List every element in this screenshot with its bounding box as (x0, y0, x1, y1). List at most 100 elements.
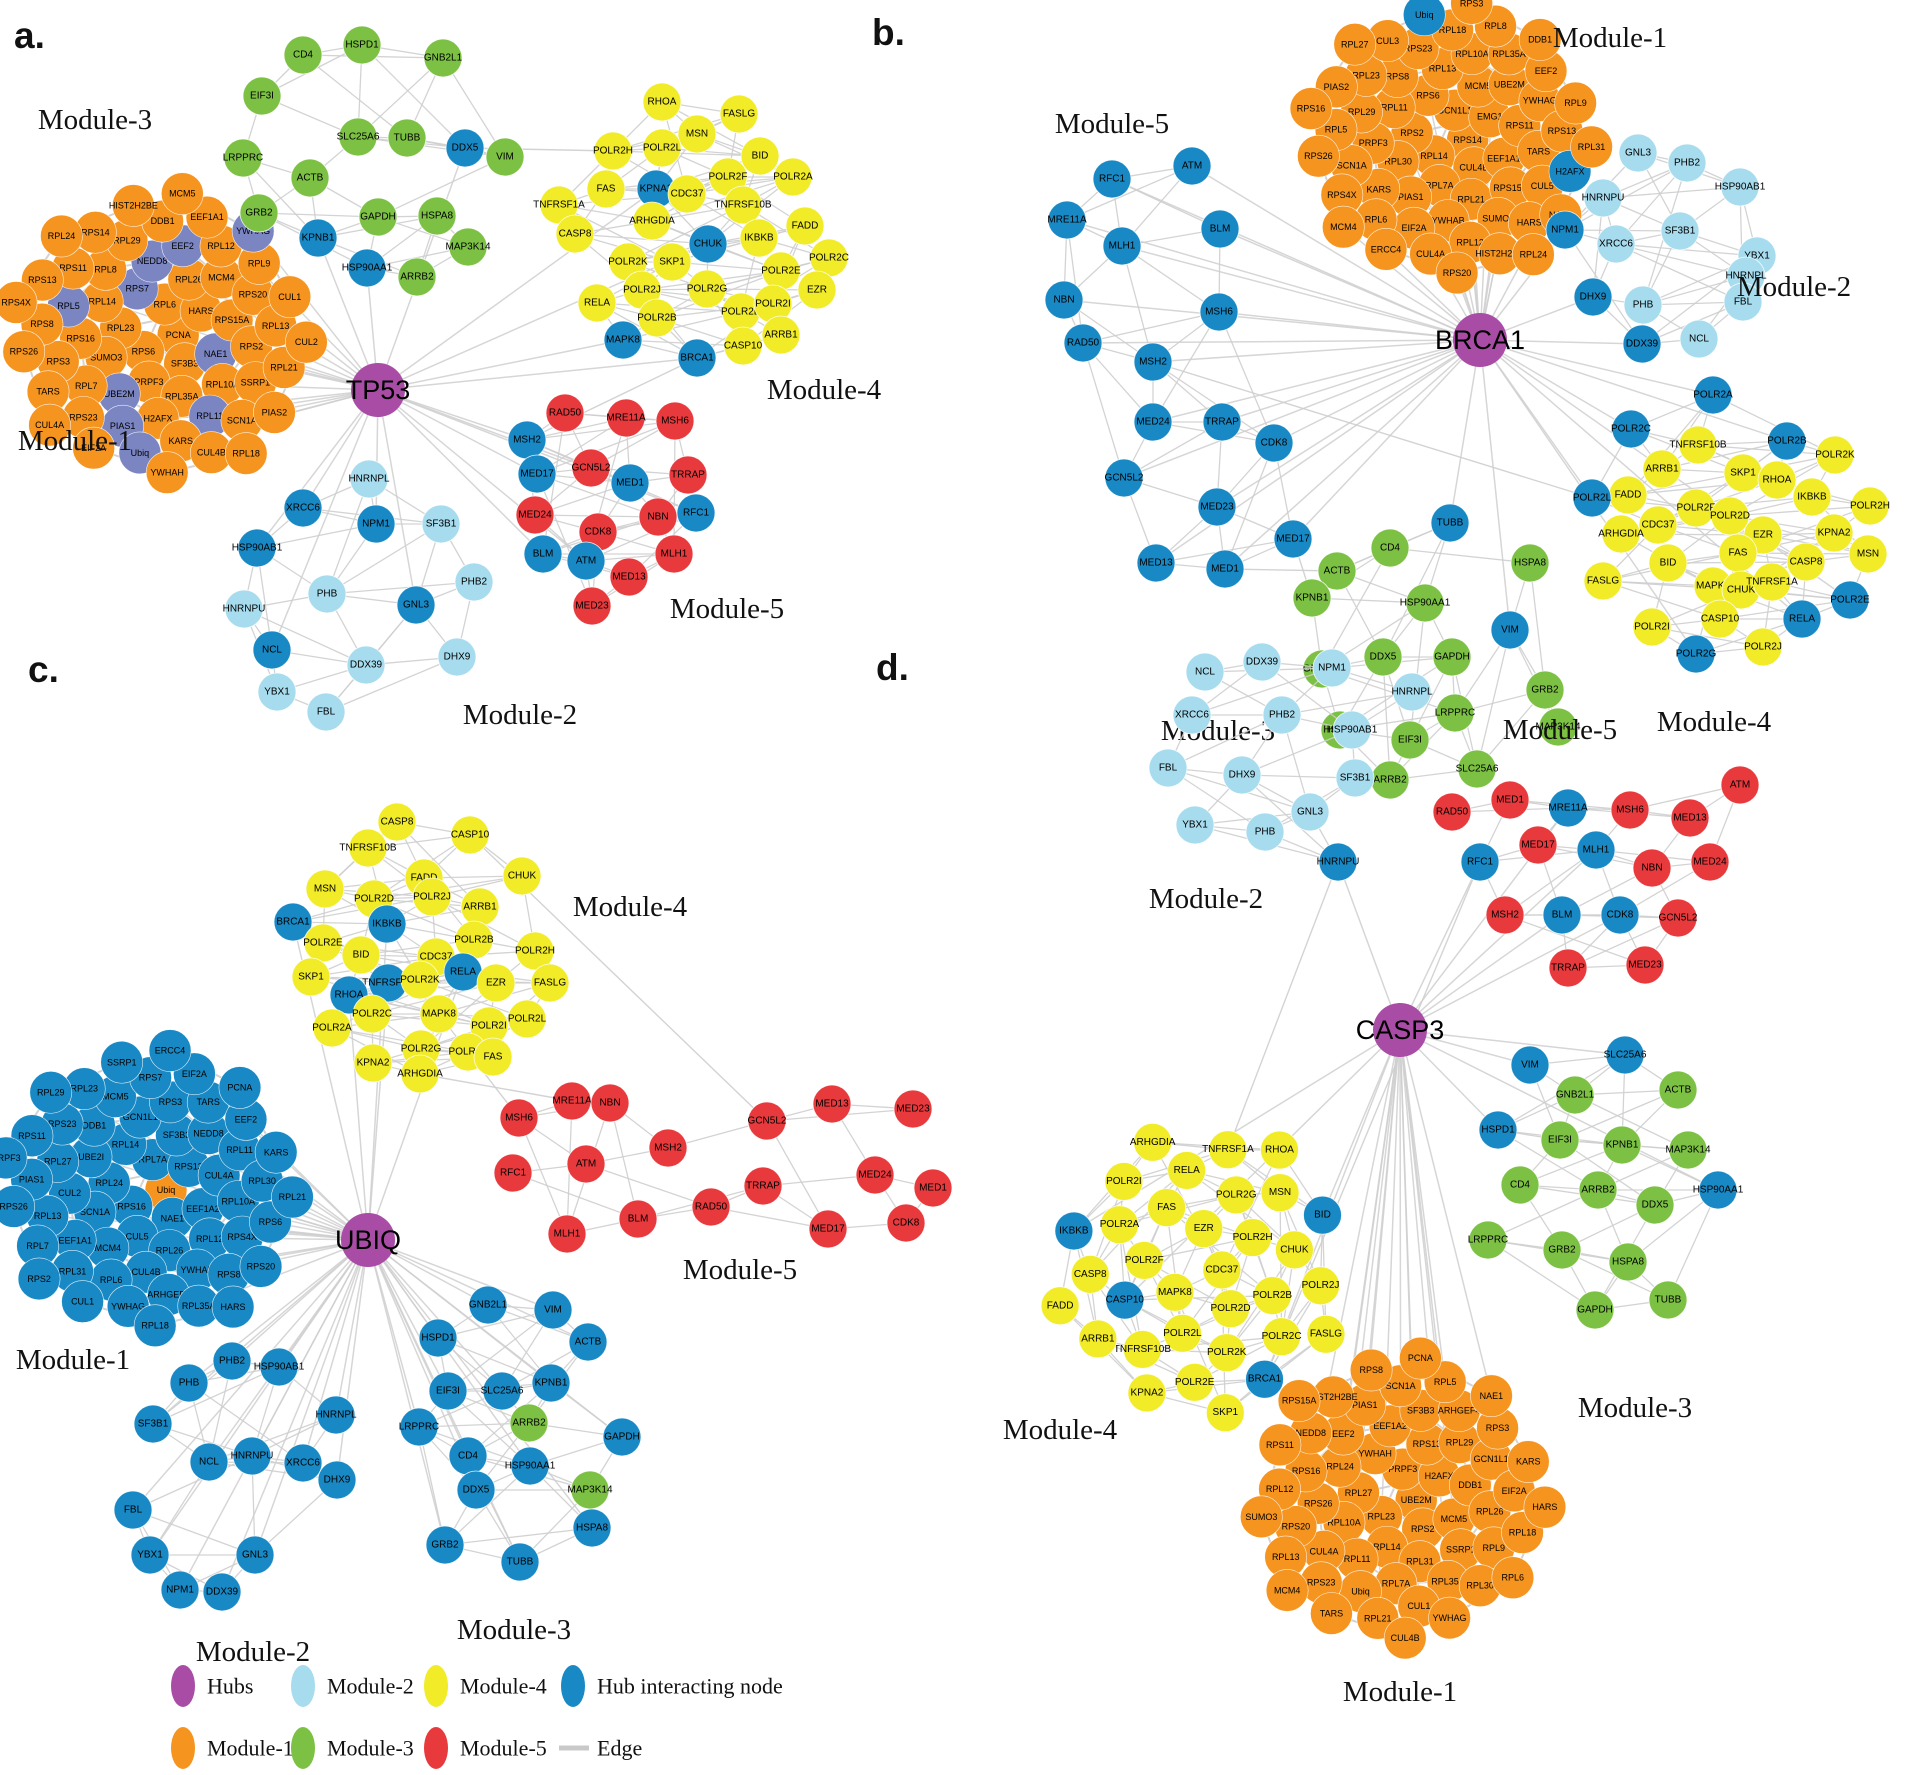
gene-node-label: POLR2I (1634, 622, 1670, 633)
gene-node-label: NAE1 (161, 1213, 185, 1223)
gene-node-NPM1 (356, 504, 396, 544)
gene-node-label: POLR2G (687, 284, 728, 295)
gene-node-label: POLR2L (508, 1014, 547, 1025)
gene-node-label: TUBB (1655, 1295, 1682, 1306)
gene-node-CASP10 (450, 815, 490, 855)
gene-node-label: POLR2G (1676, 649, 1717, 660)
panel-letter-a: a. (14, 15, 45, 56)
gene-node-VIM (1510, 1045, 1550, 1085)
cluster-module-1: PCNA RPS6 RPL6 SF3B3 RPL23 HARS PRPF3 RPS7 NAE1 S… (0, 172, 328, 494)
gene-node-label: POLR2L (1163, 1328, 1202, 1339)
legend-label-module-3: Module-3 (327, 1736, 414, 1761)
gene-node-label: POLR2A (1100, 1219, 1140, 1230)
gene-node-label: MED23 (575, 601, 609, 612)
gene-node-POLR2A (312, 1008, 352, 1048)
gene-node-CUL4B (1383, 1616, 1427, 1660)
gene-node-label: POLR2D (354, 894, 394, 905)
module-label-m1: Module-1 (1343, 1676, 1457, 1708)
gene-node-label: RHOA (1763, 475, 1792, 486)
gene-node-CASP8 (555, 214, 595, 254)
gene-node-label: RELA (450, 967, 476, 978)
gene-node-label: POLR2F (1677, 503, 1716, 514)
gene-node-label: CASP8 (381, 817, 414, 828)
gene-node-label: RPS16 (117, 1201, 146, 1211)
gene-node-label: RPL5 (1325, 125, 1348, 135)
gene-node-NBN (638, 497, 678, 537)
gene-node-RELA (1782, 599, 1822, 639)
gene-node-POLR2J (412, 877, 452, 917)
gene-node-MLH1 (1102, 226, 1142, 266)
gene-node-MCM5 (161, 172, 204, 215)
gene-node-label: PIAS2 (262, 407, 288, 417)
gene-node-label: HARS (189, 306, 214, 316)
gene-node-label: CASP8 (559, 229, 592, 240)
gene-node-label: GAPDH (1577, 1305, 1613, 1316)
gene-node-RPS4X (0, 281, 38, 324)
gene-node-label: RPS3 (159, 1097, 183, 1107)
gene-node-label: FAS (1157, 1202, 1176, 1213)
gene-node-SF3B1 (1335, 758, 1375, 798)
gene-node-label: TARS (36, 387, 59, 397)
gene-node-label: MAP3K14 (1665, 1145, 1710, 1156)
gene-node-label: VIM (1501, 625, 1519, 636)
gene-node-CDK8 (1600, 895, 1640, 935)
gene-node-RFC1 (493, 1153, 533, 1193)
gene-node-RPL18 (133, 1304, 177, 1348)
gene-node-BID (1303, 1195, 1342, 1235)
gene-node-label: EIF2A (182, 1069, 207, 1079)
gene-node-DDX5 (1363, 637, 1403, 677)
gene-node-label: RPL29 (1348, 107, 1376, 117)
gene-node-MSH6 (499, 1098, 539, 1138)
gene-node-PHB (307, 574, 347, 614)
gene-node-label: Ubiq (157, 1185, 176, 1195)
module-label-m3: Module-3 (457, 1614, 571, 1646)
gene-node-label: YBX1 (137, 1550, 163, 1561)
gene-node-label: NAE1 (1480, 1391, 1504, 1401)
gene-node-label: RPS6 (259, 1217, 283, 1227)
gene-node-label: RPS23 (1307, 1578, 1336, 1588)
gene-node-XRCC6 (283, 488, 323, 528)
gene-node-HNRNPU (224, 589, 264, 629)
gene-node-label: RPL18 (1509, 1528, 1537, 1538)
gene-node-POLR2L (642, 128, 682, 168)
gene-node-TRRAP (743, 1166, 783, 1206)
gene-node-label: MSH6 (1616, 805, 1644, 816)
gene-node-label: DDX39 (1246, 657, 1279, 668)
gene-node-GCN5L2 (1658, 898, 1698, 938)
gene-node-DDX39 (202, 1572, 242, 1612)
legend-label-edge: Edge (597, 1736, 642, 1761)
gene-node-label: PIAS2 (1324, 82, 1350, 92)
gene-node-label: POLR2J (413, 892, 451, 903)
gene-node-label: GAPDH (1434, 652, 1470, 663)
gene-node-label: RPL7A (1425, 180, 1454, 190)
gene-node-label: RPL21 (270, 362, 298, 372)
gene-node-POLR2L (1572, 478, 1612, 518)
gene-node-label: CDC37 (1205, 1265, 1238, 1276)
gene-node-label: CDC37 (1642, 520, 1675, 531)
gene-node-label: RFC1 (1467, 857, 1494, 868)
gene-node-label: NCL (1689, 334, 1709, 345)
gene-node-label: RPS8 (1359, 1365, 1383, 1375)
gene-node-label: ARHGDIA (629, 216, 675, 227)
gene-node-label: SCN1A (1386, 1381, 1416, 1391)
gene-node-label: SKP1 (1730, 468, 1756, 479)
gene-node-label: CD4 (1380, 543, 1400, 554)
gene-node-DDX39 (346, 645, 386, 685)
gene-node-label: HSPA8 (1612, 1257, 1644, 1268)
gene-node-TRRAP (1202, 402, 1242, 442)
gene-node-label: SCN1A (227, 415, 257, 425)
gene-node-ARHGDIA (1601, 514, 1641, 554)
gene-node-label: GNL3 (242, 1550, 269, 1561)
hub-node-CASP3 (1373, 1003, 1427, 1057)
gene-node-label: POLR2E (1175, 1377, 1215, 1388)
gene-node-label: RPS3 (46, 357, 70, 367)
gene-node-label: SF3B1 (426, 519, 457, 530)
gene-node-label: NPM1 (1318, 663, 1346, 674)
gene-node-HSP90AA1 (510, 1446, 550, 1486)
cluster-module-3: CD4ACTBKPNB1TUBBHSP90AA1GNB2L1DDX5GAPDHH… (1292, 503, 1581, 800)
gene-node-label: PHB2 (461, 577, 488, 588)
gene-node-label: RPL7A (138, 1155, 167, 1165)
gene-node-label: RPL31 (59, 1266, 87, 1276)
gene-node-label: RPL31 (1578, 142, 1606, 152)
gene-node-label: RPL10A (1455, 49, 1489, 59)
